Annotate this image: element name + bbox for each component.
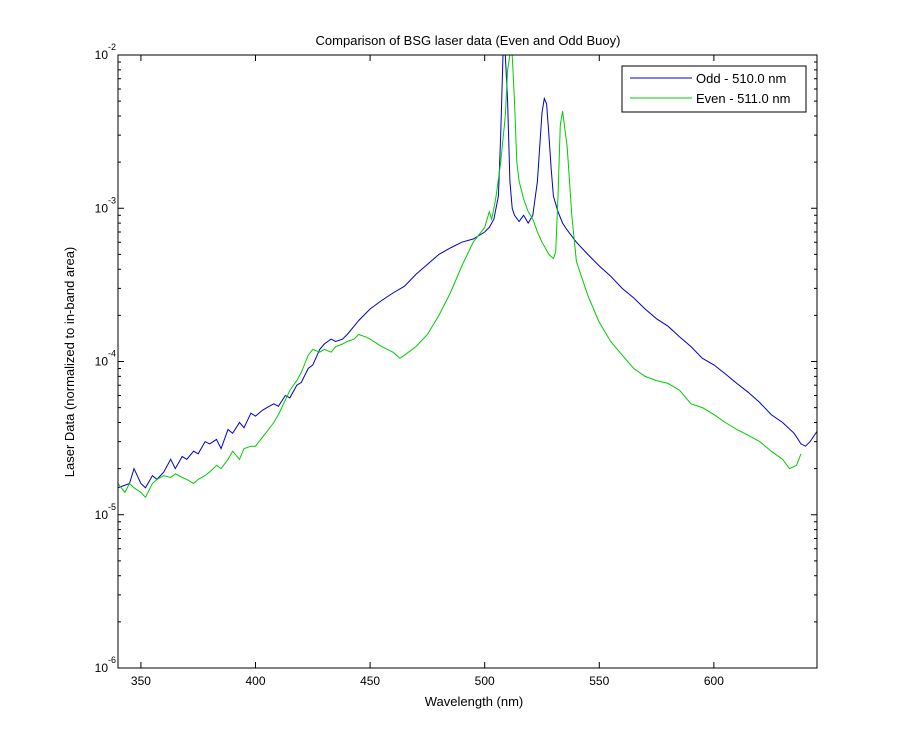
x-tick-label: 500 — [475, 674, 495, 688]
x-tick-label: 550 — [589, 674, 609, 688]
y-tick-label: 10 — [95, 661, 109, 675]
y-tick-exponent: -2 — [108, 42, 116, 52]
y-tick-exponent: -6 — [108, 655, 116, 665]
y-tick-label: 10 — [95, 508, 109, 522]
plot-area — [118, 55, 817, 499]
series-line-even — [118, 55, 802, 499]
y-tick-label: 10 — [95, 201, 109, 215]
y-tick-label: 10 — [95, 48, 109, 62]
chart-title: Comparison of BSG laser data (Even and O… — [316, 33, 621, 48]
legend: Odd - 510.0 nm Even - 511.0 nm — [621, 65, 807, 113]
y-tick-exponent: -5 — [108, 502, 116, 512]
x-tick-label: 400 — [245, 674, 265, 688]
legend-box — [621, 65, 807, 113]
series-line-odd — [118, 55, 817, 489]
x-tick-label: 600 — [704, 674, 724, 688]
x-tick-label: 350 — [131, 674, 151, 688]
y-tick-label: 10 — [95, 355, 109, 369]
legend-entry-label: Odd - 510.0 nm — [696, 71, 786, 86]
x-tick-label: 450 — [360, 674, 380, 688]
y-tick-exponent: -4 — [108, 349, 116, 359]
y-tick-exponent: -3 — [108, 195, 116, 205]
y-axis-title: Laser Data (normalized to in-band area) — [62, 247, 77, 478]
legend-entry-label: Even - 511.0 nm — [696, 91, 790, 106]
x-axis-title: Wavelength (nm) — [425, 694, 524, 709]
